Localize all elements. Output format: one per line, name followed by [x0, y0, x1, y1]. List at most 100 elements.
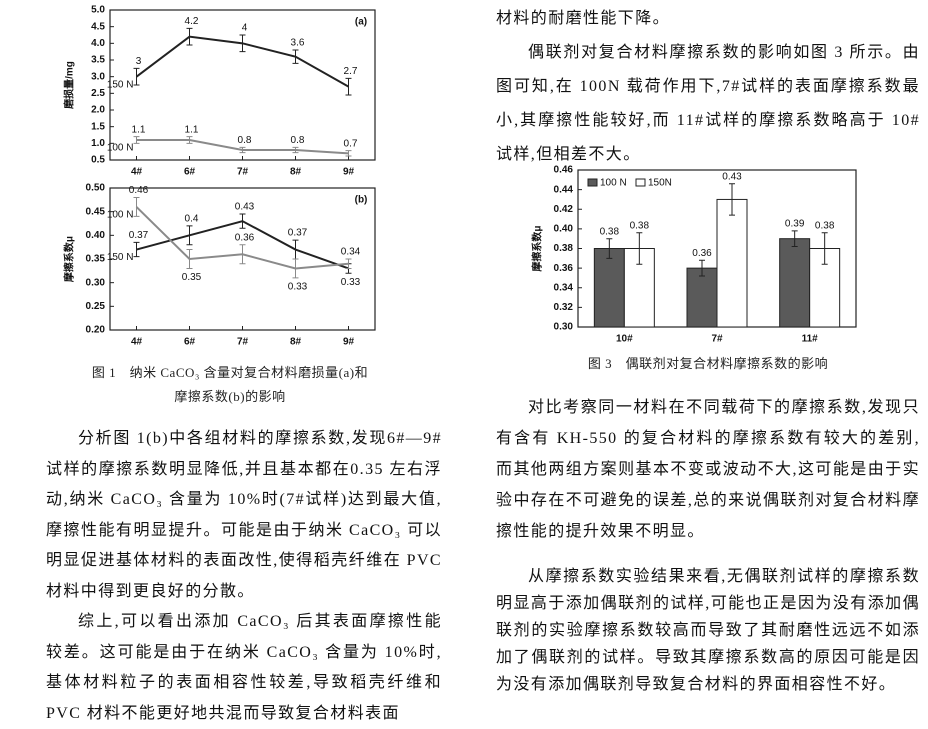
y-tick-label: 0.45 [86, 206, 106, 217]
series-label: 100 N [107, 143, 134, 154]
error-bar [345, 150, 352, 157]
y-tick-label: 0.35 [86, 254, 106, 265]
x-tick-label: 9# [343, 337, 355, 348]
error-bar [186, 136, 193, 144]
data-label: 0.8 [291, 135, 305, 146]
series-label: 150 N [107, 79, 134, 90]
y-tick-label: 0.20 [86, 325, 106, 336]
data-label: 1.1 [185, 124, 199, 135]
y-tick-label: 0.30 [554, 322, 574, 333]
y-tick-label: 0.50 [86, 183, 106, 194]
paragraph: 对比考察同一材料在不同载荷下的摩擦系数,发现只有含有 KH-550 的复合材料的… [496, 399, 920, 540]
bar [716, 198, 748, 328]
data-label: 0.8 [238, 135, 252, 146]
x-tick-label: 6# [184, 337, 196, 348]
legend-swatch [587, 178, 598, 187]
error-bar [239, 213, 246, 229]
data-label: 0.35 [182, 272, 202, 283]
y-axis-label: 摩擦系数μ [63, 236, 76, 282]
error-bar [821, 232, 828, 265]
data-label: 0.38 [600, 226, 620, 237]
x-tick-label: 7# [237, 337, 249, 348]
y-tick-label: 0.25 [86, 301, 106, 312]
error-bar [292, 146, 299, 154]
bar [779, 238, 811, 328]
y-tick-label: 0.40 [554, 224, 574, 235]
data-label: 0.46 [129, 185, 149, 196]
data-label: 3.6 [291, 38, 305, 49]
figure-caption: 图 3 偶联剂对复合材料摩擦系数的影响 [587, 356, 829, 371]
series-label: 150 N [107, 252, 134, 263]
paragraph: 综上,可以看出添加 CaCO₃ 后其表面摩擦性能较差。这可能是由于在纳米 CaC… [46, 613, 442, 722]
y-tick-label: 0.42 [554, 204, 574, 215]
error-bar [133, 196, 140, 217]
error-bar [239, 34, 246, 53]
error-bar [729, 183, 735, 216]
y-tick-label: 0.40 [86, 230, 106, 241]
paragraph: 材料的耐磨性能下降。 [496, 10, 671, 27]
error-bar [186, 27, 193, 46]
y-tick-label: 0.36 [554, 263, 574, 274]
panel-label: (b) [355, 195, 368, 206]
y-tick-label: 0.30 [86, 277, 106, 288]
data-label: 0.36 [235, 232, 255, 243]
error-bar [791, 230, 798, 248]
x-tick-label: 6# [184, 167, 196, 178]
paragraph: 分析图 1(b)中各组材料的摩擦系数,发现6#—9#试样的摩擦系数明显降低,并且… [46, 430, 442, 600]
x-tick-label: 8# [290, 167, 302, 178]
y-tick-label: 5.0 [91, 5, 105, 16]
y-tick-label: 4.0 [91, 38, 105, 49]
y-tick-label: 3.0 [91, 71, 105, 82]
x-tick-label: 4# [131, 167, 143, 178]
legend-label: 100 N [600, 178, 627, 189]
x-tick-label: 9# [343, 167, 355, 178]
data-label: 0.7 [344, 138, 358, 149]
y-tick-label: 2.5 [91, 88, 105, 99]
error-bar [292, 258, 299, 279]
y-tick-label: 1.5 [91, 121, 105, 132]
x-tick-label: 8# [290, 337, 302, 348]
error-bar [292, 49, 299, 64]
figure-caption: 图 1 纳米 CaCO₃ 含量对复合材料磨损量(a)和 [91, 365, 369, 380]
x-tick-label: 7# [711, 334, 723, 345]
y-tick-label: 4.5 [91, 21, 105, 32]
data-label: 0.43 [235, 202, 255, 213]
data-label: 0.36 [692, 248, 712, 259]
error-bar [699, 259, 705, 277]
data-label: 0.33 [288, 282, 308, 293]
error-bar [133, 67, 140, 86]
figure-caption: 摩擦系数(b)的影响 [174, 389, 286, 404]
bar [686, 267, 718, 328]
data-label: 0.38 [630, 220, 650, 231]
y-tick-label: 0.32 [554, 302, 574, 313]
data-label: 0.38 [815, 220, 835, 231]
paragraph: 偶联剂对复合材料摩擦系数的影响如图 3 所示。由图可知,在 100N 载荷作用下… [496, 44, 920, 163]
error-bar [186, 225, 193, 246]
data-label: 4.2 [185, 16, 199, 27]
data-label: 0.4 [185, 214, 199, 225]
legend-label: 150N [648, 178, 672, 189]
y-tick-label: 2.0 [91, 105, 105, 116]
paragraph: 从摩擦系数实验结果来看,无偶联剂试样的摩擦系数明显高于添加偶联剂的试样,可能也正… [496, 568, 920, 693]
data-label: 3 [136, 56, 142, 67]
data-label: 4 [242, 23, 248, 34]
error-bar [345, 77, 352, 96]
data-label: 0.37 [129, 230, 149, 241]
y-tick-label: 0.5 [91, 155, 105, 166]
x-tick-label: 4# [131, 337, 143, 348]
error-bar [636, 232, 643, 265]
x-tick-label: 10# [616, 334, 633, 345]
bar [593, 248, 625, 328]
error-bar [186, 249, 193, 269]
data-label: 1.1 [132, 124, 146, 135]
y-tick-label: 0.34 [554, 282, 574, 293]
y-tick-label: 0.46 [554, 165, 574, 176]
x-tick-label: 7# [237, 167, 249, 178]
data-label: 0.33 [341, 277, 361, 288]
error-bar [606, 238, 613, 259]
y-tick-label: 3.5 [91, 55, 105, 66]
error-bar [239, 244, 246, 265]
data-label: 0.43 [722, 171, 742, 182]
y-axis-label: 摩擦系数μ [531, 225, 544, 271]
